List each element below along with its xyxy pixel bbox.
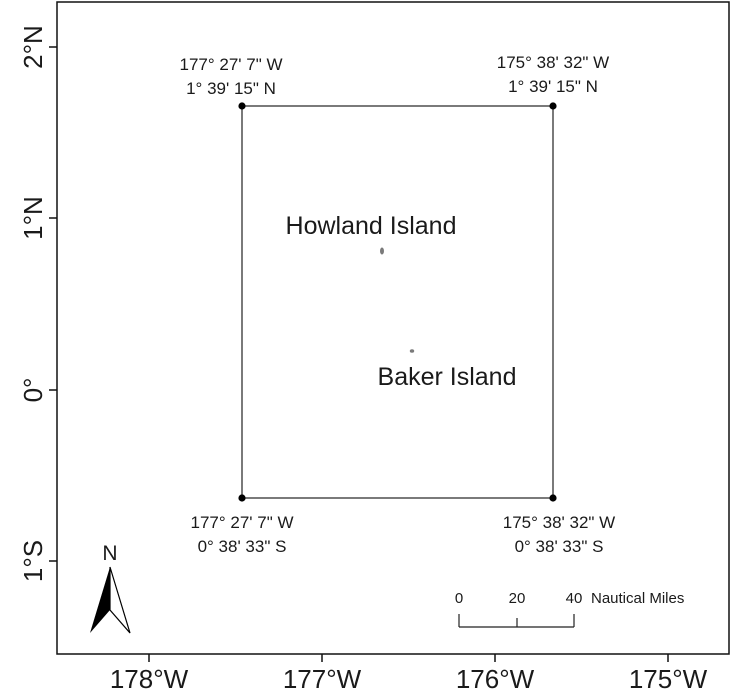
x-tick-label-176w: 176°W	[456, 664, 535, 694]
howland-island-shape	[380, 247, 384, 255]
corner-top-left-lon: 177° 27' 7" W	[179, 55, 282, 74]
corner-bottom-left-lat: 0° 38' 33" S	[198, 537, 287, 556]
map-frame	[56, 1, 730, 655]
howland-island-label: Howland Island	[286, 212, 457, 240]
x-tick-label-178w: 178°W	[110, 664, 189, 694]
corner-point-bottom-left	[238, 494, 246, 502]
baker-island: Baker Island	[378, 349, 517, 391]
corner-point-top-right	[549, 102, 557, 110]
scale-bar-tick-40: 40	[566, 590, 583, 607]
corner-point-top-left	[238, 102, 246, 110]
y-tick-label-0: 0°	[18, 378, 48, 403]
corner-bottom-right-lat: 0° 38' 33" S	[515, 537, 604, 556]
scale-bar-tick-0: 0	[455, 590, 463, 607]
corner-bottom-right-lon: 175° 38' 32" W	[503, 513, 615, 532]
study-area-box	[241, 105, 554, 499]
baker-island-label: Baker Island	[378, 363, 517, 391]
scale-bar: 0 20 40 Nautical Miles	[455, 590, 684, 628]
y-tick-label-1n: 1°N	[18, 196, 48, 240]
corner-point-bottom-right	[549, 494, 557, 502]
scale-bar-line	[458, 614, 575, 628]
baker-island-shape	[409, 349, 415, 353]
corner-bottom-left-lon: 177° 27' 7" W	[190, 513, 293, 532]
scale-bar-unit: Nautical Miles	[591, 590, 684, 607]
howland-island: Howland Island	[286, 212, 457, 255]
y-tick-label-2n: 2°N	[18, 25, 48, 69]
x-tick-label-177w: 177°W	[283, 664, 362, 694]
corner-top-left-lat: 1° 39' 15" N	[186, 79, 276, 98]
x-tick-label-175w: 175°W	[629, 664, 708, 694]
north-arrow: N	[90, 542, 131, 634]
axis-ticks	[49, 46, 669, 662]
corner-top-right-lat: 1° 39' 15" N	[508, 77, 598, 96]
scale-bar-tick-20: 20	[509, 590, 526, 607]
north-arrow-label: N	[102, 542, 117, 565]
y-tick-label-1s: 1°S	[18, 540, 48, 582]
corner-top-right-lon: 175° 38' 32" W	[497, 53, 609, 72]
north-arrow-icon	[90, 566, 131, 634]
